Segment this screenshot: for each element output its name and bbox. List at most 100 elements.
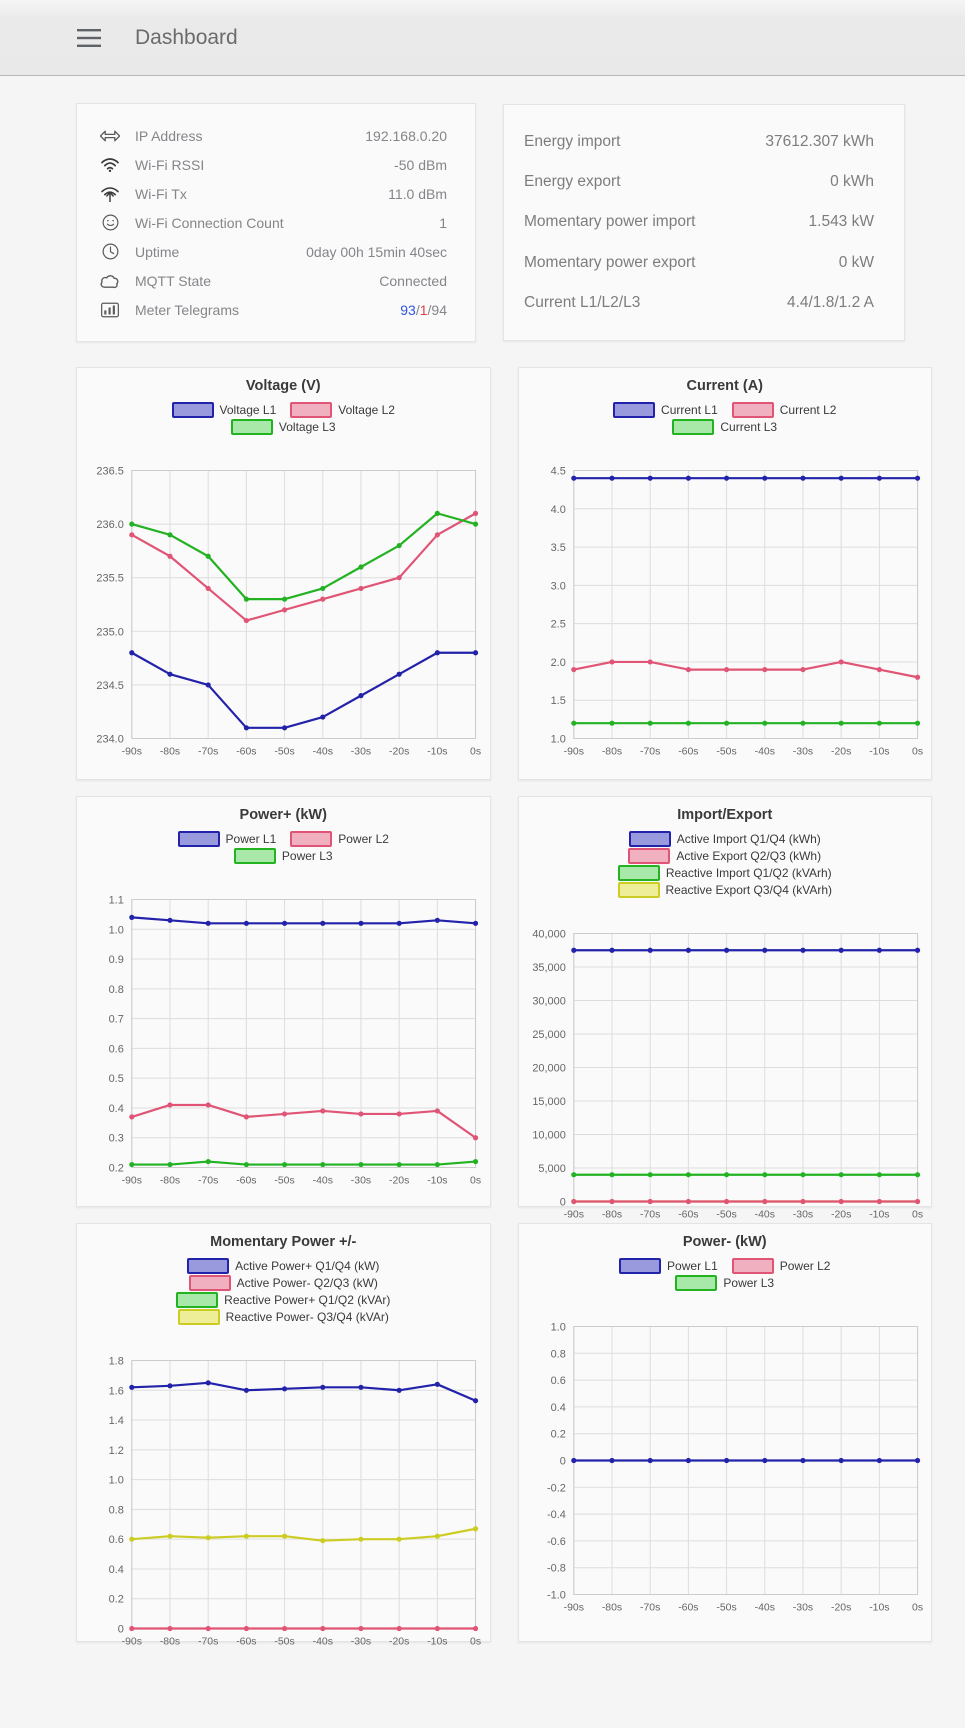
svg-text:10,000: 10,000 <box>532 1130 566 1142</box>
svg-text:-40s: -40s <box>754 1602 774 1613</box>
svg-text:15,000: 15,000 <box>532 1096 566 1108</box>
svg-text:-30s: -30s <box>351 746 371 757</box>
svg-text:-1.0: -1.0 <box>546 1590 565 1602</box>
svg-text:-90s: -90s <box>122 1175 142 1186</box>
svg-text:1.6: 1.6 <box>109 1385 124 1397</box>
svg-text:-60s: -60s <box>236 746 256 757</box>
svg-text:0: 0 <box>559 1197 565 1209</box>
svg-text:-60s: -60s <box>678 1209 698 1220</box>
svg-text:-70s: -70s <box>198 746 218 757</box>
svg-text:0.8: 0.8 <box>550 1348 565 1360</box>
svg-text:-70s: -70s <box>640 746 660 757</box>
svg-text:-20s: -20s <box>830 1602 850 1613</box>
svg-text:-80s: -80s <box>160 1175 180 1186</box>
svg-text:0s: 0s <box>470 1175 481 1186</box>
svg-text:1.1: 1.1 <box>109 894 124 906</box>
svg-text:-10s: -10s <box>427 1636 447 1647</box>
svg-text:0.4: 0.4 <box>109 1564 124 1576</box>
svg-text:25,000: 25,000 <box>532 1029 566 1041</box>
svg-text:0s: 0s <box>912 1209 923 1220</box>
svg-text:-30s: -30s <box>792 746 812 757</box>
svg-text:0.7: 0.7 <box>109 1014 124 1026</box>
svg-text:-50s: -50s <box>716 1209 736 1220</box>
svg-text:-40s: -40s <box>313 1175 333 1186</box>
svg-text:35,000: 35,000 <box>532 962 566 974</box>
svg-text:0.6: 0.6 <box>109 1043 124 1055</box>
svg-text:-10s: -10s <box>869 746 889 757</box>
svg-text:0: 0 <box>559 1455 565 1467</box>
svg-text:234.0: 234.0 <box>96 734 123 746</box>
svg-text:0.2: 0.2 <box>109 1594 124 1606</box>
svg-text:-10s: -10s <box>869 1209 889 1220</box>
svg-text:0s: 0s <box>912 1602 923 1613</box>
svg-text:0.9: 0.9 <box>109 954 124 966</box>
svg-text:1.4: 1.4 <box>109 1415 124 1427</box>
svg-text:1.0: 1.0 <box>550 734 565 746</box>
svg-text:-20s: -20s <box>830 746 850 757</box>
svg-text:-10s: -10s <box>869 1602 889 1613</box>
svg-text:0.5: 0.5 <box>109 1073 124 1085</box>
svg-text:-90s: -90s <box>563 1209 583 1220</box>
svg-text:0.4: 0.4 <box>109 1103 124 1115</box>
svg-text:-40s: -40s <box>754 1209 774 1220</box>
svg-text:0.3: 0.3 <box>109 1133 124 1145</box>
svg-text:-70s: -70s <box>640 1602 660 1613</box>
svg-text:-70s: -70s <box>198 1636 218 1647</box>
svg-text:-20s: -20s <box>389 1175 409 1186</box>
svg-text:-50s: -50s <box>274 746 294 757</box>
svg-text:0s: 0s <box>470 1636 481 1647</box>
svg-text:30,000: 30,000 <box>532 995 566 1007</box>
svg-text:-90s: -90s <box>563 1602 583 1613</box>
svg-text:3.5: 3.5 <box>550 542 565 554</box>
svg-text:-50s: -50s <box>274 1175 294 1186</box>
svg-text:-80s: -80s <box>601 1209 621 1220</box>
svg-text:0: 0 <box>118 1624 124 1636</box>
svg-text:-0.8: -0.8 <box>546 1563 565 1575</box>
svg-text:-90s: -90s <box>563 746 583 757</box>
svg-text:0.2: 0.2 <box>550 1429 565 1441</box>
svg-text:-40s: -40s <box>313 1636 333 1647</box>
svg-text:0s: 0s <box>470 746 481 757</box>
svg-text:-0.6: -0.6 <box>546 1536 565 1548</box>
svg-text:1.5: 1.5 <box>550 695 565 707</box>
svg-text:0.4: 0.4 <box>550 1402 565 1414</box>
svg-text:4.0: 4.0 <box>550 504 565 516</box>
svg-text:236.5: 236.5 <box>96 465 123 477</box>
svg-text:2.5: 2.5 <box>550 619 565 631</box>
svg-text:-90s: -90s <box>122 1636 142 1647</box>
svg-text:235.5: 235.5 <box>96 573 123 585</box>
svg-text:-30s: -30s <box>351 1636 371 1647</box>
svg-text:-40s: -40s <box>754 746 774 757</box>
svg-text:-20s: -20s <box>830 1209 850 1220</box>
svg-text:-30s: -30s <box>351 1175 371 1186</box>
svg-text:235.0: 235.0 <box>96 626 123 638</box>
svg-text:3.0: 3.0 <box>550 580 565 592</box>
svg-text:-60s: -60s <box>236 1636 256 1647</box>
svg-text:-70s: -70s <box>640 1209 660 1220</box>
svg-text:-80s: -80s <box>601 1602 621 1613</box>
svg-text:-10s: -10s <box>427 746 447 757</box>
svg-text:4.5: 4.5 <box>550 465 565 477</box>
svg-text:1.0: 1.0 <box>109 924 124 936</box>
svg-text:-60s: -60s <box>236 1175 256 1186</box>
svg-text:0s: 0s <box>912 746 923 757</box>
svg-text:0.8: 0.8 <box>109 1504 124 1516</box>
svg-text:0.8: 0.8 <box>109 984 124 996</box>
svg-text:-0.2: -0.2 <box>546 1482 565 1494</box>
svg-text:234.5: 234.5 <box>96 680 123 692</box>
svg-text:-80s: -80s <box>160 746 180 757</box>
svg-text:5,000: 5,000 <box>538 1163 565 1175</box>
svg-text:0.2: 0.2 <box>109 1163 124 1175</box>
svg-text:-20s: -20s <box>389 1636 409 1647</box>
svg-text:40,000: 40,000 <box>532 928 566 940</box>
svg-text:1.0: 1.0 <box>109 1475 124 1487</box>
svg-text:-0.4: -0.4 <box>546 1509 565 1521</box>
svg-text:1.2: 1.2 <box>109 1445 124 1457</box>
svg-text:0.6: 0.6 <box>109 1534 124 1546</box>
svg-text:-60s: -60s <box>678 1602 698 1613</box>
svg-text:-30s: -30s <box>792 1209 812 1220</box>
svg-text:-20s: -20s <box>389 746 409 757</box>
svg-text:2.0: 2.0 <box>550 657 565 669</box>
svg-text:-30s: -30s <box>792 1602 812 1613</box>
svg-text:-40s: -40s <box>313 746 333 757</box>
